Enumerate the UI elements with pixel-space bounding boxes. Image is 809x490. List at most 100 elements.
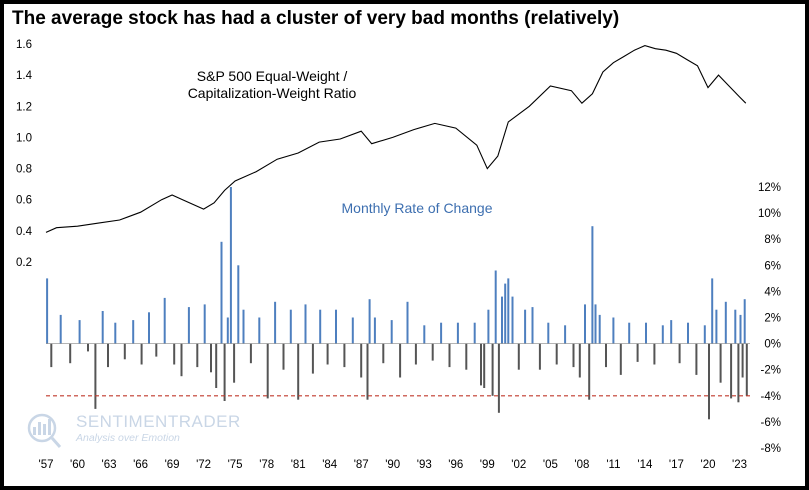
roc-annotation: Monthly Rate of Change <box>342 200 493 216</box>
roc-bar <box>739 314 742 344</box>
roc-bar <box>78 320 81 344</box>
roc-bar <box>645 322 647 344</box>
roc-bar <box>258 317 261 344</box>
roc-bar <box>497 343 500 413</box>
x-tick-label: '23 <box>732 459 747 471</box>
roc-bar <box>155 343 158 357</box>
roc-bar <box>507 278 510 344</box>
roc-bar <box>612 317 615 344</box>
roc-bar <box>335 309 337 344</box>
x-tick-label: '69 <box>165 459 180 471</box>
left-y-tick-label: 1.4 <box>16 70 33 82</box>
x-tick-label: '96 <box>448 459 463 471</box>
x-tick-label: '08 <box>574 459 589 471</box>
roc-bar <box>196 343 199 368</box>
roc-bar <box>266 343 269 399</box>
roc-bar <box>187 307 190 344</box>
roc-bar <box>494 270 497 344</box>
x-tick-label: '05 <box>543 459 558 471</box>
watermark-brand: SENTIMENTRADER <box>76 412 241 431</box>
roc-bar <box>46 278 49 344</box>
left-y-tick-label: 0.4 <box>16 226 33 238</box>
roc-bar <box>538 343 541 370</box>
left-y-tick-label: 1.6 <box>16 39 32 51</box>
roc-bar <box>215 343 218 388</box>
right-y-tick-label: 0% <box>764 339 781 351</box>
x-tick-label: '20 <box>701 459 716 471</box>
roc-bar <box>465 343 468 370</box>
roc-bar <box>456 322 459 344</box>
ratio-line <box>45 45 747 233</box>
roc-bar <box>715 309 718 344</box>
roc-bar <box>711 278 714 344</box>
roc-bar <box>724 301 727 344</box>
left-y-axis-ticks: 0.2 0.4 0.6 0.8 1.0 1.2 1.4 1.6 <box>16 39 33 269</box>
roc-bar <box>132 320 135 344</box>
roc-bar <box>745 343 748 396</box>
roc-bar <box>382 343 385 364</box>
left-y-tick-label: 0.2 <box>16 257 32 269</box>
roc-bar <box>547 322 550 344</box>
ratio-annotation-line2: Capitalization-Weight Ratio <box>188 85 357 101</box>
roc-bar <box>406 301 409 344</box>
right-y-tick-label: -2% <box>761 365 781 377</box>
roc-bar <box>591 226 594 344</box>
roc-bar <box>440 322 443 344</box>
right-y-axis-ticks: -8% -6% -4% -2% 0% 2% 4% 6% 8% 10% 12% <box>758 182 781 455</box>
right-y-tick-label: -4% <box>761 391 781 403</box>
roc-bar <box>524 309 527 344</box>
roc-bar <box>501 296 503 344</box>
watermark-logo-icon <box>27 413 62 448</box>
roc-bar <box>220 241 223 344</box>
roc-bar <box>741 343 744 378</box>
roc-bar <box>107 343 109 368</box>
roc-bar <box>670 320 673 344</box>
roc-bar <box>59 314 62 344</box>
roc-bar <box>531 307 534 344</box>
roc-bar <box>473 322 476 344</box>
roc-bar <box>180 343 183 377</box>
roc-bar <box>578 343 581 378</box>
roc-bar <box>423 325 426 344</box>
x-tick-label: '11 <box>606 459 620 471</box>
roc-bar <box>619 343 622 375</box>
right-y-tick-label: 2% <box>764 313 781 325</box>
roc-bar <box>511 296 514 344</box>
roc-bar <box>588 343 591 400</box>
roc-bar <box>594 304 597 344</box>
x-tick-label: '57 <box>39 459 54 471</box>
x-tick-label: '72 <box>196 459 211 471</box>
roc-bar <box>373 317 376 344</box>
right-y-tick-label: 12% <box>758 182 781 194</box>
roc-bar <box>311 343 314 374</box>
roc-bar <box>123 343 126 360</box>
roc-bar <box>210 343 212 373</box>
roc-bar <box>343 343 346 368</box>
roc-bar <box>605 343 607 368</box>
x-tick-label: '60 <box>70 459 85 471</box>
roc-bar <box>695 343 698 375</box>
roc-bar <box>572 343 575 368</box>
roc-bar <box>366 343 369 400</box>
roc-bar <box>661 325 664 344</box>
roc-bar <box>448 343 451 368</box>
roc-bar <box>719 343 722 383</box>
x-tick-label: '99 <box>480 459 495 471</box>
roc-bar <box>282 343 285 370</box>
chart-title: The average stock has had a cluster of v… <box>12 8 620 29</box>
roc-bar <box>289 309 292 344</box>
roc-bar <box>226 317 229 344</box>
roc-bar <box>414 343 417 365</box>
roc-bar <box>173 343 176 365</box>
roc-bar <box>163 297 166 344</box>
roc-bar <box>297 343 300 400</box>
roc-bar <box>653 343 656 365</box>
roc-bar <box>114 322 117 344</box>
roc-bar <box>399 343 402 378</box>
roc-bar <box>50 343 53 368</box>
x-tick-label: '90 <box>385 459 400 471</box>
roc-bar <box>237 265 240 344</box>
roc-bar <box>140 343 143 365</box>
roc-bar <box>360 343 363 378</box>
